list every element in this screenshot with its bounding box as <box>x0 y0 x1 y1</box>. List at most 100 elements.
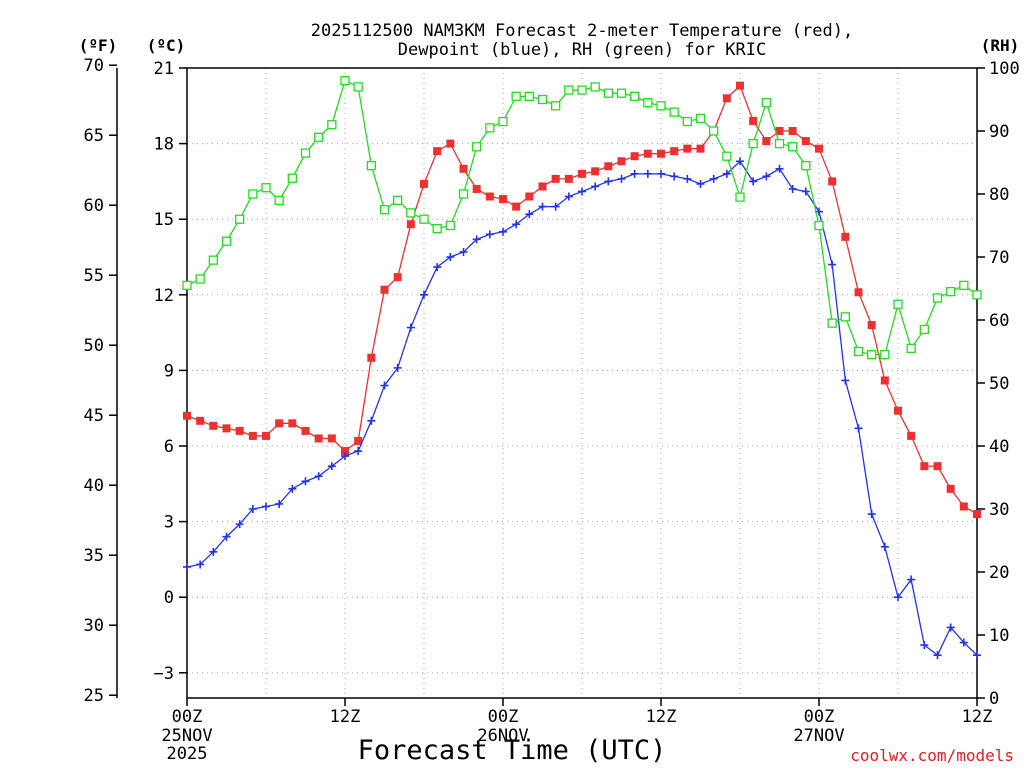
chart-title-line1: 2025112500 NAM3KM Forecast 2-meter Tempe… <box>311 21 853 41</box>
x-tick-label: 00Z <box>488 707 519 727</box>
dewpoint-point <box>670 172 679 181</box>
temperature-point <box>485 192 494 201</box>
dewpoint-point <box>801 187 810 196</box>
x-axis-title: Forecast Time (UTC) <box>358 735 667 766</box>
dewpoint-point <box>564 192 573 201</box>
temperature-point <box>630 152 639 161</box>
dewpoint-point <box>288 484 297 493</box>
temperature-point <box>275 419 284 428</box>
temperature-point <box>867 321 876 330</box>
rh-tick-label: 80 <box>989 185 1009 205</box>
temperature-point <box>801 137 810 146</box>
temperature-point <box>525 192 534 201</box>
dewpoint-point <box>551 202 560 211</box>
dewpoint-point <box>749 177 758 186</box>
rh-point <box>221 236 232 246</box>
temperature-point <box>564 174 573 183</box>
x-tick-label: 00Z <box>172 707 203 727</box>
dewpoint-point <box>301 477 310 486</box>
dewpoint-point <box>512 220 521 229</box>
temperature-point <box>209 421 218 430</box>
celsius-tick-label: 3 <box>164 513 174 533</box>
temperature-point <box>907 431 916 440</box>
temperature-point <box>973 510 981 519</box>
dewpoint-point <box>248 505 257 513</box>
temperature-point <box>499 195 507 204</box>
temperature-point <box>775 127 784 135</box>
rh-point <box>853 346 864 357</box>
rh-tick-label: 60 <box>989 311 1009 331</box>
temperature-point <box>604 162 613 171</box>
rh-tick-label: 20 <box>989 563 1009 583</box>
temperature-point <box>696 144 705 153</box>
rh-point <box>445 220 455 231</box>
rh-point <box>564 85 574 95</box>
temperature-point <box>235 426 244 435</box>
temperature-point <box>406 220 415 229</box>
x-tick-label: 00Z <box>804 707 835 727</box>
temperature-point <box>327 434 336 443</box>
rh-point <box>603 88 613 98</box>
rh-point <box>959 280 969 291</box>
temperature-point <box>762 137 771 146</box>
temperature-point <box>367 353 376 362</box>
temperature-point <box>657 149 665 158</box>
rh-point <box>880 349 890 360</box>
rh-point <box>498 116 508 127</box>
fahrenheit-tick-label: 65 <box>84 126 104 146</box>
dewpoint-point <box>196 560 205 569</box>
dewpoint-point <box>604 177 613 186</box>
celsius-tick-label: 6 <box>164 437 174 457</box>
x-tick-label: 12Z <box>962 707 993 727</box>
rh-point <box>774 138 785 149</box>
rh-tick-label: 100 <box>989 59 1020 79</box>
temperature-point <box>196 416 205 425</box>
temperature-point <box>788 127 797 135</box>
rh-tick-label: 50 <box>989 374 1009 394</box>
temperature-point <box>538 182 547 191</box>
fahrenheit-tick-label: 35 <box>84 546 104 566</box>
rh-point <box>485 123 495 133</box>
fahrenheit-tick-label: 55 <box>84 266 104 286</box>
dewpoint-point <box>894 593 902 602</box>
rh-series <box>182 75 982 360</box>
rh-tick-label: 0 <box>989 689 999 709</box>
dewpoint-point <box>525 210 534 219</box>
rh-point <box>195 274 205 284</box>
temperature-point <box>551 174 560 183</box>
temperature-point <box>722 94 731 103</box>
rh-point <box>946 286 956 297</box>
rh-point <box>669 107 679 117</box>
dewpoint-point <box>485 230 494 239</box>
temperature-point <box>433 147 442 156</box>
dewpoint-point <box>578 187 586 196</box>
dewpoint-point <box>393 363 402 372</box>
x-tick-year-label: 2025 <box>167 744 208 764</box>
dewpoint-point <box>722 169 731 178</box>
rh-point <box>722 151 732 161</box>
x-tick-label: 12Z <box>646 707 677 727</box>
rh-point <box>814 220 824 231</box>
dewpoint-point <box>354 447 363 456</box>
temperature-point <box>420 179 428 188</box>
temperature-point <box>643 149 652 158</box>
temperature-point <box>683 144 692 153</box>
dewpoint-point <box>643 169 652 178</box>
dewpoint-point <box>446 253 455 261</box>
dewpoint-point <box>472 235 481 244</box>
rh-point <box>458 189 469 199</box>
rh-point <box>788 142 798 152</box>
temperature-point <box>933 462 942 471</box>
rh-point <box>366 160 376 171</box>
grid-layer <box>187 67 977 698</box>
rh-axis-unit: (RH) <box>981 36 1020 55</box>
rh-point <box>419 214 429 224</box>
rh-tick-label: 40 <box>989 437 1009 457</box>
celsius-tick-label: 0 <box>164 588 174 608</box>
dewpoint-point <box>736 157 744 166</box>
dewpoint-point <box>617 174 626 183</box>
series-layer <box>182 75 982 660</box>
rh-point <box>919 324 929 335</box>
celsius-tick-label: 9 <box>164 361 174 381</box>
